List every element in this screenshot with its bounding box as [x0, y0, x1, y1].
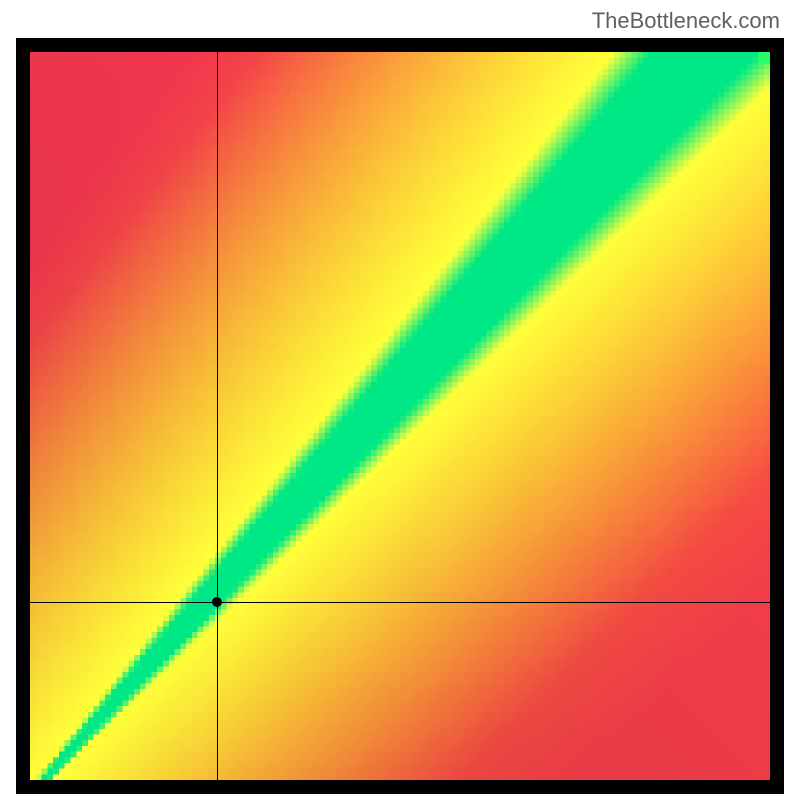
watermark-text: TheBottleneck.com	[592, 8, 780, 34]
chart-plot-area	[30, 52, 770, 780]
chart-container: TheBottleneck.com	[0, 0, 800, 800]
crosshair-horizontal	[30, 602, 770, 603]
crosshair-marker	[212, 597, 222, 607]
crosshair-vertical	[217, 52, 218, 780]
heatmap-canvas	[30, 52, 770, 780]
chart-frame	[16, 38, 784, 794]
